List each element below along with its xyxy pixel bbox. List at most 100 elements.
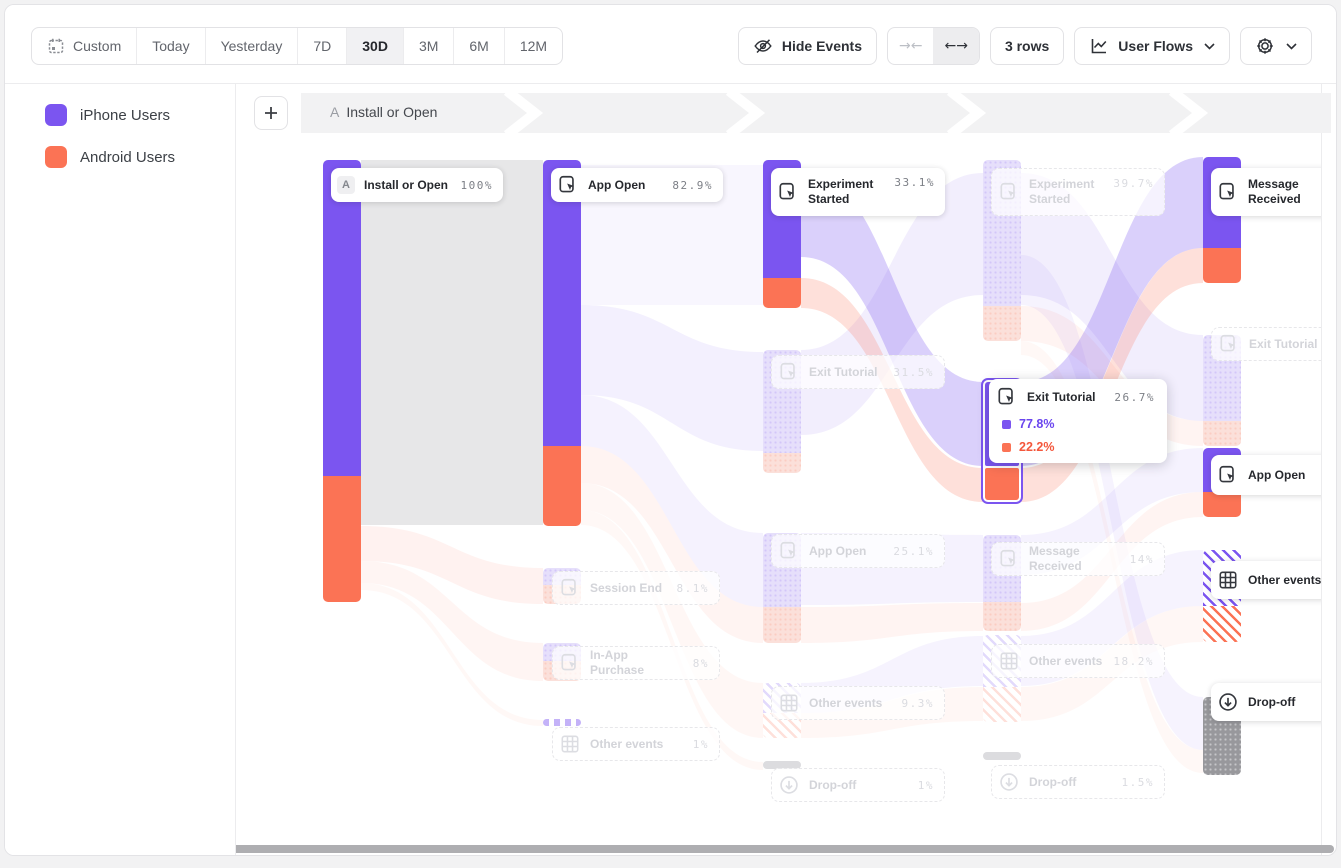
date-range-7d[interactable]: 7D bbox=[298, 28, 348, 64]
node-card-other-events[interactable]: Other events 9.3% bbox=[771, 686, 945, 720]
node-card-other-events[interactable]: Other events 1% bbox=[552, 727, 720, 761]
legend-label: Android Users bbox=[80, 148, 176, 166]
event-click-icon bbox=[998, 548, 1020, 570]
calendar-icon bbox=[48, 38, 64, 54]
expand-icon: ←→ bbox=[944, 38, 968, 54]
view-selector-label: User Flows bbox=[1118, 38, 1193, 54]
node-card-exit-tutorial[interactable]: Exit Tutorial 31.5% bbox=[771, 355, 945, 389]
node-card-drop-off[interactable]: Drop-off bbox=[1211, 683, 1336, 721]
node-card-message-received[interactable]: Message Received bbox=[1211, 168, 1336, 216]
legend-label: iPhone Users bbox=[80, 106, 171, 124]
date-range-label: Custom bbox=[73, 38, 122, 54]
node-bar-other-events[interactable] bbox=[543, 719, 581, 726]
node-label: Message Received bbox=[1248, 177, 1301, 206]
node-bar-other-events[interactable] bbox=[983, 635, 1021, 722]
rows-label: 3 rows bbox=[1004, 38, 1050, 54]
date-range-yesterday[interactable]: Yesterday bbox=[206, 28, 299, 64]
node-card-other-events[interactable]: Other events 18.2% bbox=[991, 644, 1165, 678]
node-label: App Open bbox=[1248, 467, 1306, 482]
node-bar-app-open[interactable] bbox=[543, 160, 581, 526]
legend-item-iphone-users[interactable]: iPhone Users bbox=[45, 104, 235, 126]
node-label: Drop-off bbox=[1029, 774, 1077, 789]
node-pct: 14% bbox=[1129, 552, 1154, 566]
rows-button[interactable]: 3 rows bbox=[989, 27, 1065, 65]
event-click-icon bbox=[557, 174, 579, 196]
node-card-app-open[interactable]: App Open 82.9% bbox=[551, 168, 723, 202]
expand-columns-button[interactable]: ←→ bbox=[933, 28, 979, 64]
step-a-label: A Install or Open bbox=[330, 104, 437, 120]
horizontal-scrollbar-thumb[interactable] bbox=[7, 845, 1334, 853]
node-pct: 8% bbox=[692, 656, 709, 670]
add-step-button[interactable] bbox=[254, 96, 288, 130]
date-range-3m[interactable]: 3M bbox=[404, 28, 455, 64]
event-click-icon bbox=[1217, 464, 1239, 486]
node-label: Other events bbox=[1248, 572, 1322, 587]
node-card-app-open[interactable]: App Open 25.1% bbox=[771, 534, 945, 568]
date-range-selector: Custom Today Yesterday 7D 30D 3M 6M 12M bbox=[31, 27, 564, 65]
drop-off-icon bbox=[998, 771, 1020, 793]
grid-icon bbox=[998, 650, 1020, 672]
hide-events-label: Hide Events bbox=[781, 38, 862, 54]
iphone-users-swatch bbox=[1002, 419, 1011, 429]
chevron-down-icon bbox=[1204, 42, 1215, 50]
node-card-in-app-purchase[interactable]: In-App Purchase 8% bbox=[552, 646, 720, 680]
node-card-session-end[interactable]: Session End 8.1% bbox=[552, 571, 720, 605]
date-range-6m[interactable]: 6M bbox=[454, 28, 505, 64]
event-click-icon bbox=[998, 181, 1020, 203]
node-pct: 8.1% bbox=[676, 581, 709, 595]
exit-tutorial-tooltip: Exit Tutorial 26.7% 77.8% 22.2% bbox=[989, 379, 1167, 463]
app-frame: Custom Today Yesterday 7D 30D 3M 6M 12M … bbox=[4, 4, 1337, 856]
node-label: Other events bbox=[809, 695, 883, 710]
node-card-message-received[interactable]: Message Received 14% bbox=[991, 542, 1165, 576]
node-pct: 18.2% bbox=[1113, 654, 1154, 668]
date-range-label: 30D bbox=[362, 38, 388, 54]
legend-item-android-users[interactable]: Android Users bbox=[45, 146, 235, 168]
highlight-band bbox=[361, 160, 543, 525]
android-breakdown-pct: 22.2% bbox=[1019, 440, 1055, 454]
vertical-scrollbar-gutter[interactable] bbox=[1321, 84, 1336, 855]
date-range-30d[interactable]: 30D bbox=[347, 28, 404, 64]
node-card-install-or-open[interactable]: A Install or Open 100% bbox=[331, 168, 503, 202]
settings-button[interactable] bbox=[1240, 27, 1312, 65]
node-label: Message Received bbox=[1029, 544, 1082, 573]
path-steps-bar[interactable]: A Install or Open bbox=[301, 93, 1331, 133]
event-click-icon bbox=[559, 577, 581, 599]
eye-off-icon bbox=[754, 39, 772, 54]
node-card-experiment-started[interactable]: Experiment Started 33.1% bbox=[771, 168, 945, 216]
node-label: Experiment Started bbox=[808, 177, 874, 206]
node-pct: 31.5% bbox=[893, 365, 934, 379]
android-users-swatch bbox=[45, 146, 67, 168]
toolbar: Custom Today Yesterday 7D 30D 3M 6M 12M … bbox=[5, 5, 1336, 84]
step-letter-badge: A bbox=[337, 176, 355, 194]
date-range-label: 6M bbox=[469, 38, 489, 54]
plus-icon bbox=[265, 107, 277, 119]
node-card-app-open[interactable]: App Open bbox=[1211, 455, 1336, 495]
date-range-12m[interactable]: 12M bbox=[505, 28, 562, 64]
node-card-drop-off[interactable]: Drop-off 1.5% bbox=[991, 765, 1165, 799]
date-range-today[interactable]: Today bbox=[137, 28, 206, 64]
hide-events-button[interactable]: Hide Events bbox=[737, 27, 877, 65]
chevron-down-icon bbox=[1286, 42, 1297, 50]
step-chevron-icon bbox=[1168, 93, 1209, 133]
date-range-label: 7D bbox=[313, 38, 332, 54]
node-bar-drop-off[interactable] bbox=[763, 761, 801, 769]
step-letter: A bbox=[330, 104, 340, 120]
collapse-columns-button[interactable]: →← bbox=[888, 28, 933, 64]
chart-icon bbox=[1091, 39, 1107, 54]
node-card-experiment-started[interactable]: Experiment Started 39.7% bbox=[991, 168, 1165, 216]
node-label: Exit Tutorial bbox=[809, 364, 878, 379]
grid-icon bbox=[1217, 569, 1239, 591]
view-selector-button[interactable]: User Flows bbox=[1074, 27, 1230, 65]
node-card-drop-off[interactable]: Drop-off 1% bbox=[771, 768, 945, 802]
node-card-other-events[interactable]: Other events bbox=[1211, 561, 1336, 599]
node-pct: 82.9% bbox=[672, 178, 713, 192]
tooltip-title: Exit Tutorial bbox=[1027, 390, 1096, 404]
node-bar-drop-off[interactable] bbox=[983, 752, 1021, 760]
date-range-custom[interactable]: Custom bbox=[32, 28, 138, 64]
node-pct: 100% bbox=[460, 178, 493, 192]
node-bar-install-or-open[interactable] bbox=[323, 160, 361, 602]
event-click-icon bbox=[996, 386, 1018, 408]
node-card-exit-tutorial[interactable]: Exit Tutorial bbox=[1211, 327, 1336, 361]
event-click-icon bbox=[777, 181, 799, 203]
event-click-icon bbox=[559, 652, 581, 674]
